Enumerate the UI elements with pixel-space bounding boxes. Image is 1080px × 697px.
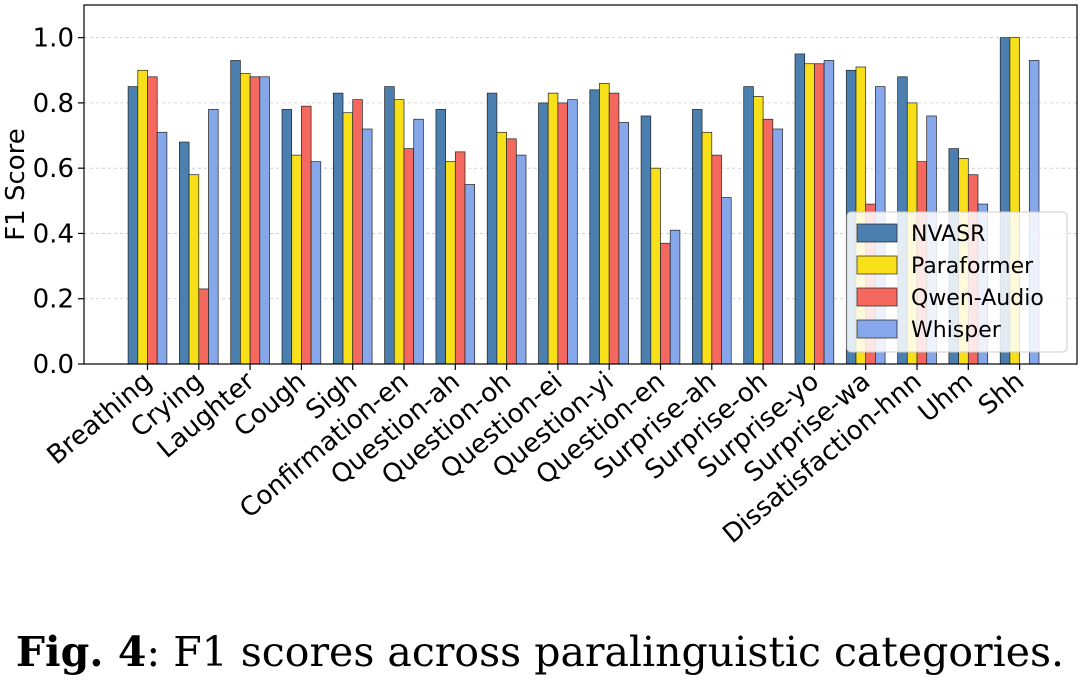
y-tick-label: 0.0 [33,350,74,380]
bar-nvasr-surprise-ah [692,109,703,365]
bar-whisper-surprise-oh [772,128,783,365]
legend-label-whisper: Whisper [911,318,1002,343]
y-tick-label: 0.8 [33,89,74,119]
bar-whisper-crying [208,109,219,365]
bar-paraformer-question-ei [547,92,559,365]
bar-whisper-question-ei [567,99,578,365]
figure-label: Fig. 4 [15,628,147,676]
bar-nvasr-question-ah [435,109,446,365]
bar-whisper-question-yi [618,122,629,365]
bar-nvasr-surprise-yo [794,53,806,365]
legend-swatch-nvasr [856,223,898,243]
bar-whisper-question-en [669,229,681,365]
bar-nvasr-laughter [230,60,241,365]
bar-qwen-audio-question-ei [557,102,568,365]
y-tick-label: 0.2 [33,285,74,315]
bars [127,37,1040,365]
bar-qwen-audio-breathing [147,76,158,365]
bar-whisper-surprise-ah [721,197,732,365]
bar-qwen-audio-crying [198,288,209,365]
bar-paraformer-question-yi [599,82,610,365]
legend-swatch-qwen-audio [856,287,898,307]
bar-qwen-audio-surprise-oh [762,118,774,365]
bar-nvasr-surprise-oh [743,86,754,365]
bar-qwen-audio-surprise-ah [711,154,722,365]
legend: NVASR Paraformer Qwen-Audio Whisper [846,211,1068,353]
legend-swatch-whisper [856,319,898,339]
bar-qwen-audio-question-ah [454,151,466,365]
bar-nvasr-confirmation-en [384,86,395,365]
bar-qwen-audio-question-en [660,242,671,365]
y-tick-label: 1.0 [33,24,74,54]
bar-paraformer-laughter [240,73,251,365]
bar-paraformer-surprise-oh [753,96,764,365]
bar-qwen-audio-surprise-yo [814,63,825,365]
plot-frame [83,4,1078,365]
bar-nvasr-sigh [332,92,344,365]
bar-paraformer-question-ah [445,161,456,365]
legend-label-nvasr: NVASR [911,222,985,247]
bar-paraformer-question-oh [496,131,507,365]
bar-chart: 0.0 0.2 0.4 0.6 0.8 1.0 BreathingCryingLaught… [1,4,1078,550]
bar-whisper-cough [310,161,322,365]
bar-qwen-audio-question-yi [608,92,620,365]
legend-swatch-paraformer [856,255,898,275]
bar-qwen-audio-laughter [249,76,261,365]
bar-qwen-audio-question-oh [506,138,517,365]
bar-paraformer-surprise-ah [701,131,713,365]
figure-caption: Fig. 4: F1 scores across paralinguistic … [0,628,1080,676]
bar-nvasr-question-oh [486,92,498,365]
legend-label-paraformer: Paraformer [911,254,1034,279]
bar-nvasr-question-yi [589,89,600,365]
bar-paraformer-breathing [137,69,148,365]
bar-whisper-question-ah [464,184,476,365]
legend-box [846,211,1068,353]
bar-paraformer-question-en [650,167,661,365]
bar-whisper-sigh [362,128,373,365]
x-tick-label: Shh [973,366,1030,421]
bar-paraformer-crying [188,174,200,365]
bar-whisper-surprise-yo [823,60,835,365]
bar-whisper-laughter [259,76,270,365]
bar-paraformer-confirmation-en [393,99,405,365]
bar-nvasr-cough [281,109,293,365]
bar-nvasr-question-ei [538,102,549,365]
bar-nvasr-crying [179,141,190,365]
x-tick-label: Uhm [913,366,979,428]
y-axis: 0.0 0.2 0.4 0.6 0.8 1.0 [33,24,84,380]
bar-qwen-audio-confirmation-en [403,148,415,365]
legend-label-qwen-audio: Qwen-Audio [911,286,1044,311]
caption-text: : F1 scores across paralinguistic catego… [146,628,1065,676]
bar-qwen-audio-cough [301,105,312,365]
bar-nvasr-question-en [640,115,652,365]
bar-whisper-question-oh [515,154,527,365]
bar-qwen-audio-sigh [352,99,363,365]
bar-paraformer-sigh [342,112,354,365]
bar-whisper-breathing [156,131,168,365]
bar-paraformer-cough [291,154,302,365]
bar-whisper-confirmation-en [413,118,424,365]
y-tick-label: 0.4 [33,219,74,249]
y-tick-label: 0.6 [33,154,74,184]
x-axis: BreathingCryingLaughterCoughSighConfirma… [42,364,1030,550]
bar-paraformer-surprise-yo [804,63,815,365]
bar-nvasr-breathing [127,86,139,365]
y-axis-label: F1 Score [1,128,31,241]
